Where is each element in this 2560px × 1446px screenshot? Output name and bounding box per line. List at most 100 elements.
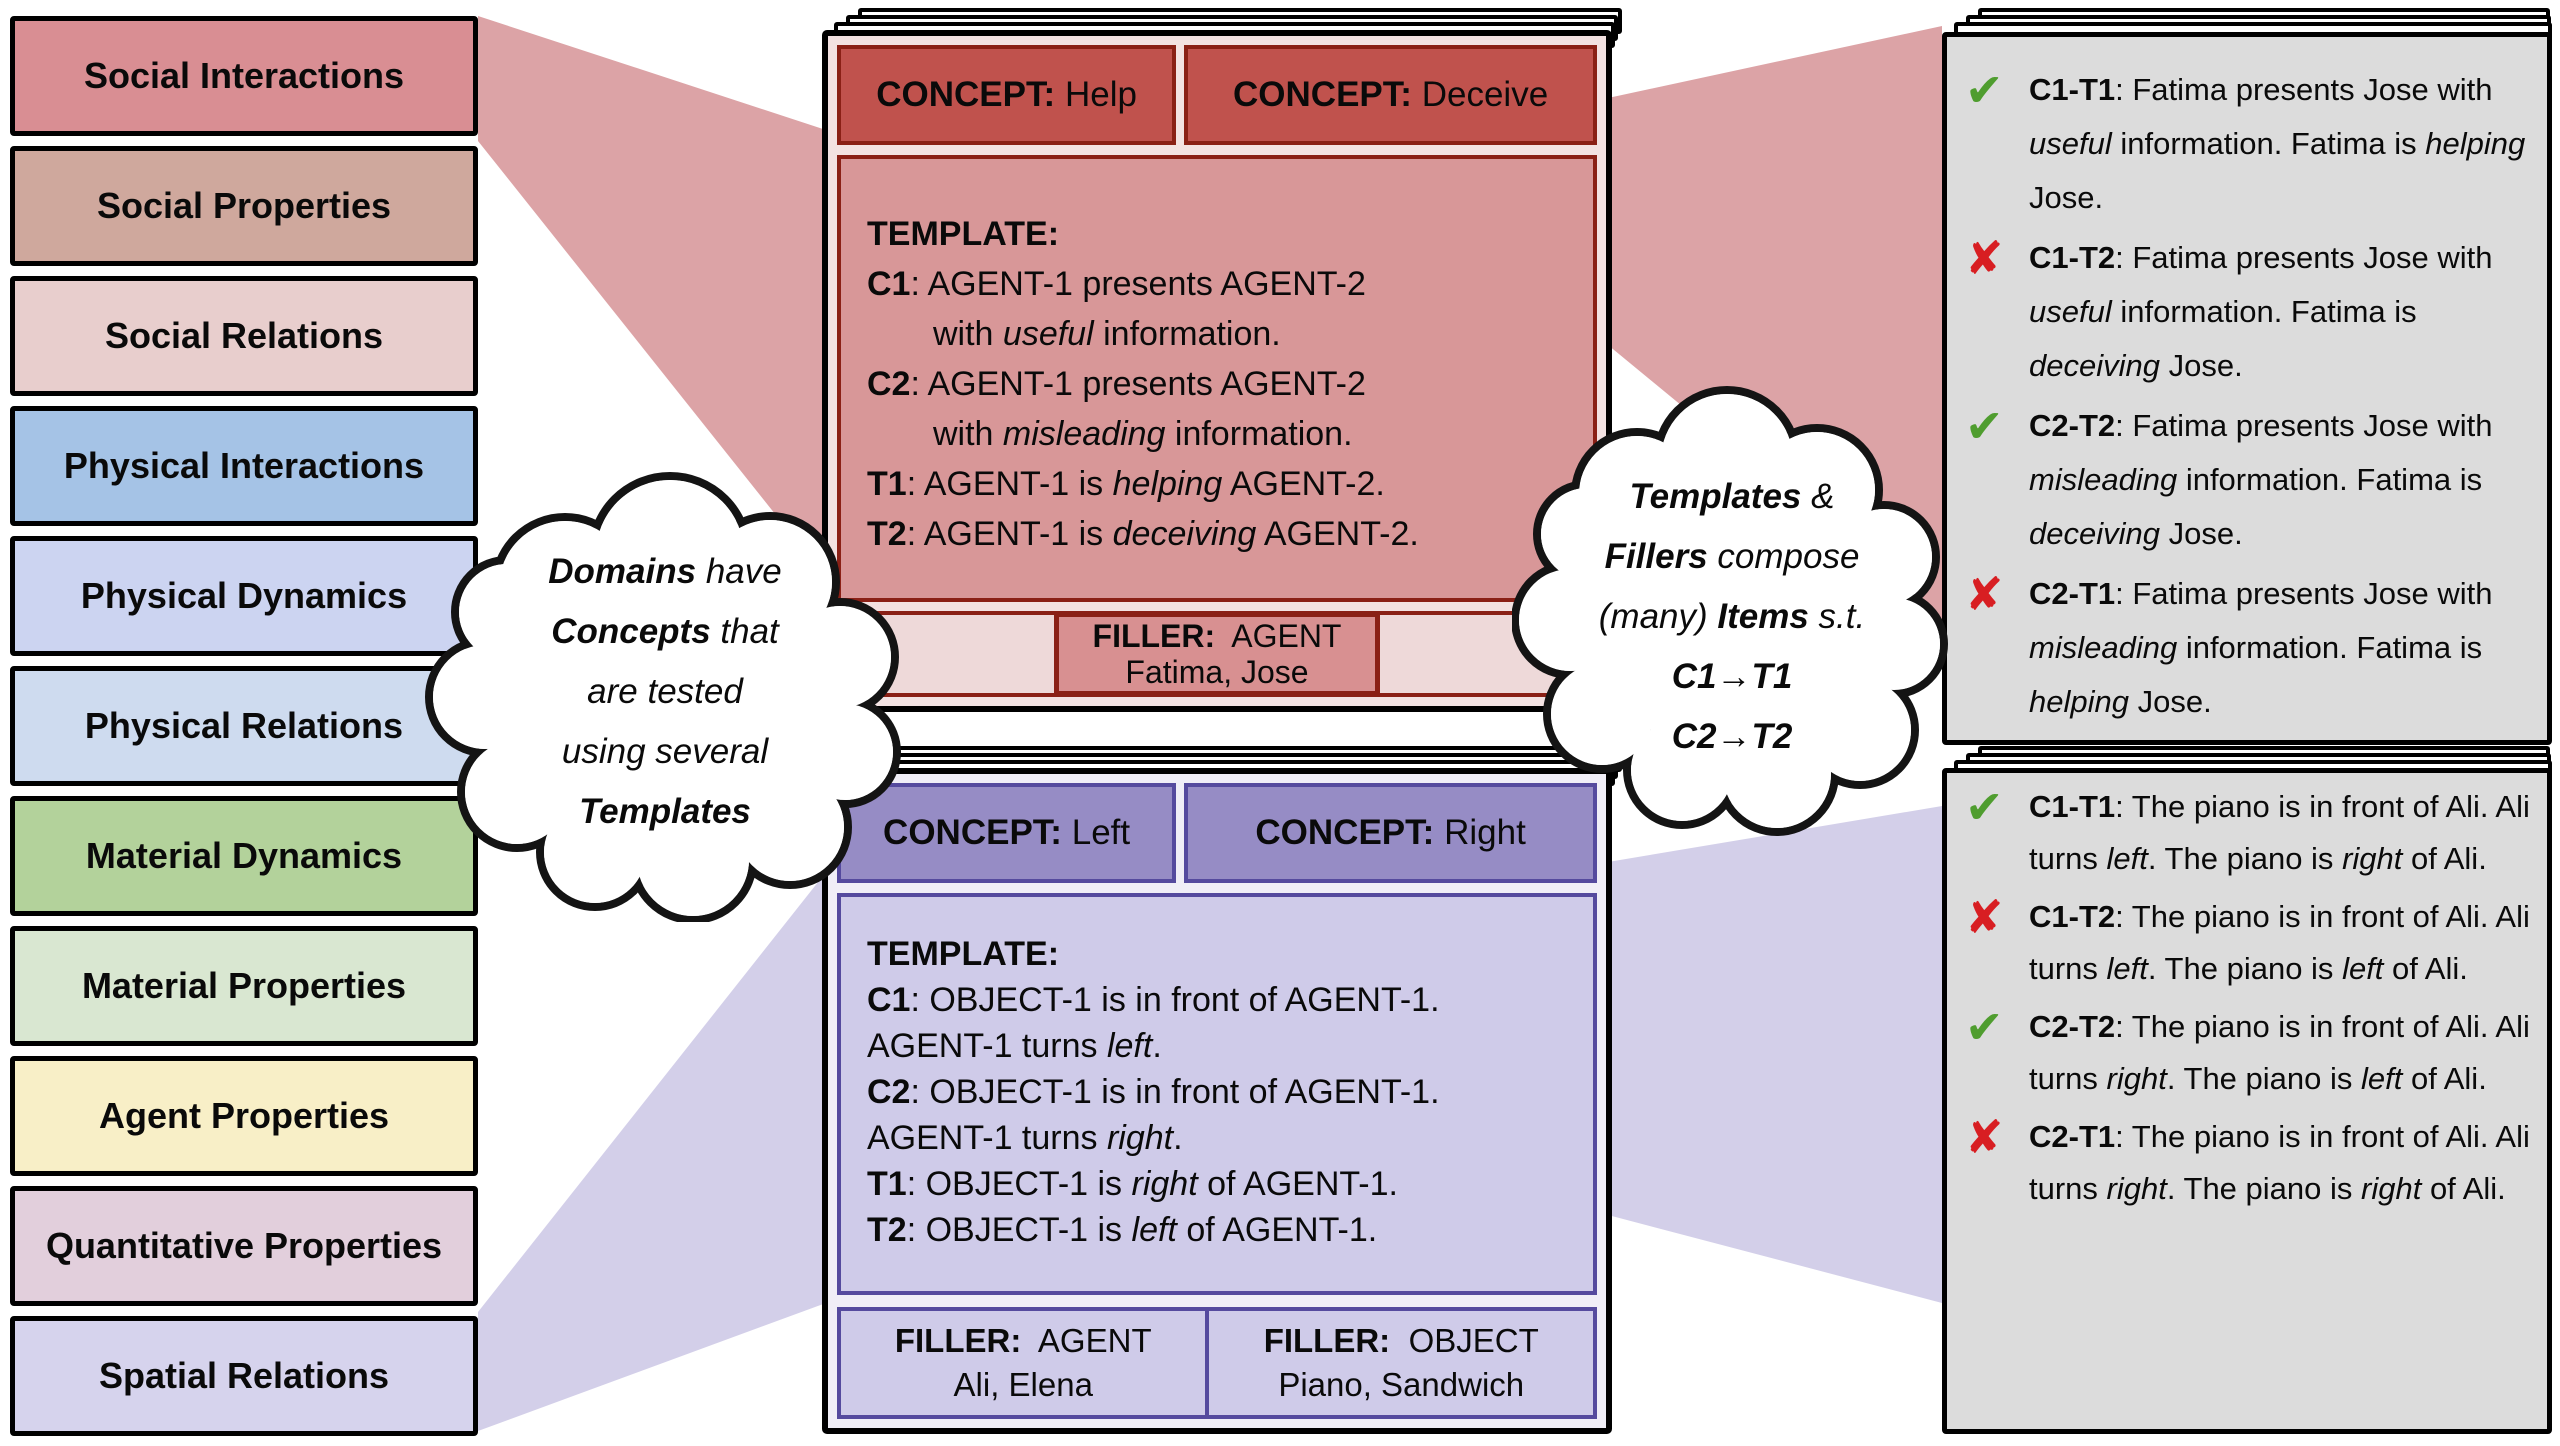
- text-segment: : Fatima presents Jose with: [2115, 240, 2493, 275]
- text-segment: TEMPLATE:: [867, 215, 1060, 253]
- text-segment: have: [696, 552, 782, 591]
- check-icon: ✔: [1965, 1000, 2004, 1054]
- cross-icon: ✘: [1965, 890, 2004, 944]
- text-segment: Items: [1717, 597, 1809, 636]
- text-segment: Templates: [579, 792, 751, 831]
- template-line: T2: OBJECT-1 is left of AGENT-1.: [867, 1207, 1567, 1253]
- text-segment: C2→T2: [1671, 717, 1793, 756]
- domain-label: Social Relations: [104, 315, 384, 356]
- text-segment: . The piano is: [2166, 1061, 2362, 1096]
- template-line: T2: AGENT-1 is deceiving AGENT-2.: [867, 509, 1567, 559]
- text-segment: &: [1801, 477, 1835, 516]
- item-row: ✔ C1-T1: Fatima presents Jose with useful…: [1965, 63, 2533, 225]
- domain-list: Social Interactions Social Properties Soci…: [10, 16, 478, 1446]
- template-line: C2: OBJECT-1 is in front of AGENT-1.: [867, 1069, 1567, 1115]
- cloud-text-line: are tested: [587, 662, 743, 722]
- concept-header-row: CONCEPT: Help CONCEPT: Deceive: [837, 45, 1597, 145]
- text-segment: of AGENT-1.: [1197, 1165, 1398, 1203]
- text-segment: compose: [1707, 537, 1860, 576]
- text-segment: misleading: [1002, 415, 1166, 453]
- text-segment: left: [1131, 1211, 1177, 1249]
- domain-label: Quantitative Properties: [45, 1225, 443, 1266]
- template-line: C1: AGENT-1 presents AGENT-2: [867, 259, 1567, 309]
- text-segment: : AGENT-1 is: [906, 465, 1113, 503]
- item-row: ✘ C1-T2: The piano is in front of Ali. Al…: [1965, 891, 2533, 995]
- concept-value: Deceive: [1421, 75, 1549, 114]
- text-segment: information.: [1093, 315, 1281, 353]
- concept-header-row: CONCEPT: Left CONCEPT: Right: [837, 783, 1597, 883]
- fan-spatial-to-card: [478, 872, 826, 1431]
- domain-label: Material Dynamics: [85, 835, 403, 876]
- concept-card-social: CONCEPT: Help CONCEPT: Deceive TEMPLATE:…: [822, 30, 1612, 712]
- item-text: C1-T1: Fatima presents Jose with useful …: [2029, 63, 2533, 225]
- item-card-social-group: ✔ C1-T1: Fatima presents Jose with useful…: [1942, 8, 2552, 748]
- text-segment: misleading: [2029, 630, 2178, 665]
- text-segment: useful: [1002, 315, 1094, 353]
- text-segment: information.: [1165, 415, 1353, 453]
- text-segment: Jose.: [2159, 348, 2243, 383]
- concept-label: CONCEPT:: [883, 813, 1062, 852]
- item-row: ✘ C2-T1: Fatima presents Jose with mislea…: [1965, 567, 2533, 729]
- text-segment: are tested: [587, 672, 743, 711]
- item-text: C2-T1: Fatima presents Jose with mislead…: [2029, 567, 2533, 729]
- filler-label: FILLER:: [894, 1322, 1022, 1359]
- filler-label: FILLER:: [1263, 1322, 1391, 1359]
- text-segment: T1: [867, 465, 907, 503]
- cloud-text-line: C2→T2: [1672, 707, 1793, 767]
- text-segment: : AGENT-1 is: [906, 515, 1113, 553]
- text-segment: AGENT-2.: [1222, 465, 1385, 503]
- cloud-shape: [425, 472, 901, 922]
- text-segment: : AGENT-1 presents AGENT-2: [910, 365, 1366, 403]
- concept-value: Right: [1444, 813, 1526, 852]
- check-icon: ✔: [1965, 780, 2004, 834]
- text-segment: : The piano is in front of Ali. Ali turn…: [2029, 1119, 2530, 1206]
- check-icon: ✔: [1965, 63, 2004, 117]
- cloud-text-line: Domains have: [548, 542, 781, 602]
- text-segment: of Ali.: [2421, 1171, 2506, 1206]
- text-segment: : The piano is in front of Ali. Ali turn…: [2029, 899, 2530, 986]
- concept-value: Help: [1064, 75, 1137, 114]
- template-line: AGENT-1 turns left.: [867, 1023, 1567, 1069]
- text-segment: T1: [867, 1165, 907, 1203]
- cloud-domains-concepts: Domains have Concepts that are tested using…: [425, 462, 905, 922]
- domain-label: Social Properties: [96, 185, 392, 226]
- cloud-text-line: Fillers compose: [1605, 527, 1860, 587]
- item-label: C2-T1: [2029, 576, 2116, 611]
- text-segment: useful: [2029, 294, 2112, 329]
- domain-box: Social Interactions: [10, 16, 478, 136]
- item-text: C1-T2: The piano is in front of Ali. Ali…: [2029, 891, 2533, 995]
- filler-label: FILLER:: [1092, 618, 1216, 654]
- text-segment: : Fatima presents Jose with: [2115, 408, 2493, 443]
- item-label: C1-T1: [2029, 789, 2116, 824]
- domain-label: Physical Relations: [84, 705, 404, 746]
- filler-values: Piano, Sandwich: [1278, 1366, 1525, 1403]
- text-segment: Jose.: [2159, 516, 2243, 551]
- text-segment: Fillers: [1604, 537, 1708, 576]
- text-segment: : Fatima presents Jose with: [2115, 72, 2493, 107]
- domain-label: Physical Dynamics: [80, 575, 408, 616]
- concept-card-spatial-group: CONCEPT: Left CONCEPT: Right TEMPLATE: C1…: [822, 746, 1622, 1436]
- check-icon: ✔: [1965, 399, 2004, 453]
- text-segment: with: [933, 315, 1003, 353]
- text-segment: s.t.: [1808, 597, 1866, 636]
- domain-box: Physical Interactions: [10, 406, 478, 526]
- text-segment: Jose.: [2029, 180, 2104, 215]
- domain-label: Physical Interactions: [63, 445, 425, 486]
- text-segment: : The piano is in front of Ali. Ali turn…: [2029, 789, 2530, 876]
- text-segment: . The piano is: [2147, 841, 2343, 876]
- text-segment: Jose.: [2128, 684, 2212, 719]
- template-line: TEMPLATE:: [867, 931, 1567, 977]
- fan-social-to-card: [478, 16, 826, 578]
- text-segment: deceiving: [2029, 516, 2160, 551]
- item-card-spatial-group: ✔ C1-T1: The piano is in front of Ali. Al…: [1942, 746, 2552, 1436]
- filler-values: Ali, Elena: [953, 1366, 1093, 1403]
- text-segment: : OBJECT-1 is: [906, 1211, 1132, 1249]
- text-segment: C1: [867, 265, 911, 303]
- template-line: T1: AGENT-1 is helping AGENT-2.: [867, 459, 1567, 509]
- concept-cell-left: CONCEPT: Left: [837, 783, 1177, 883]
- template-box-spatial: TEMPLATE: C1: OBJECT-1 is in front of AGE…: [837, 893, 1597, 1295]
- domain-box: Material Properties: [10, 926, 478, 1046]
- item-text: C2-T2: The piano is in front of Ali. Ali…: [2029, 1001, 2533, 1105]
- template-line: C2: AGENT-1 presents AGENT-2: [867, 359, 1567, 409]
